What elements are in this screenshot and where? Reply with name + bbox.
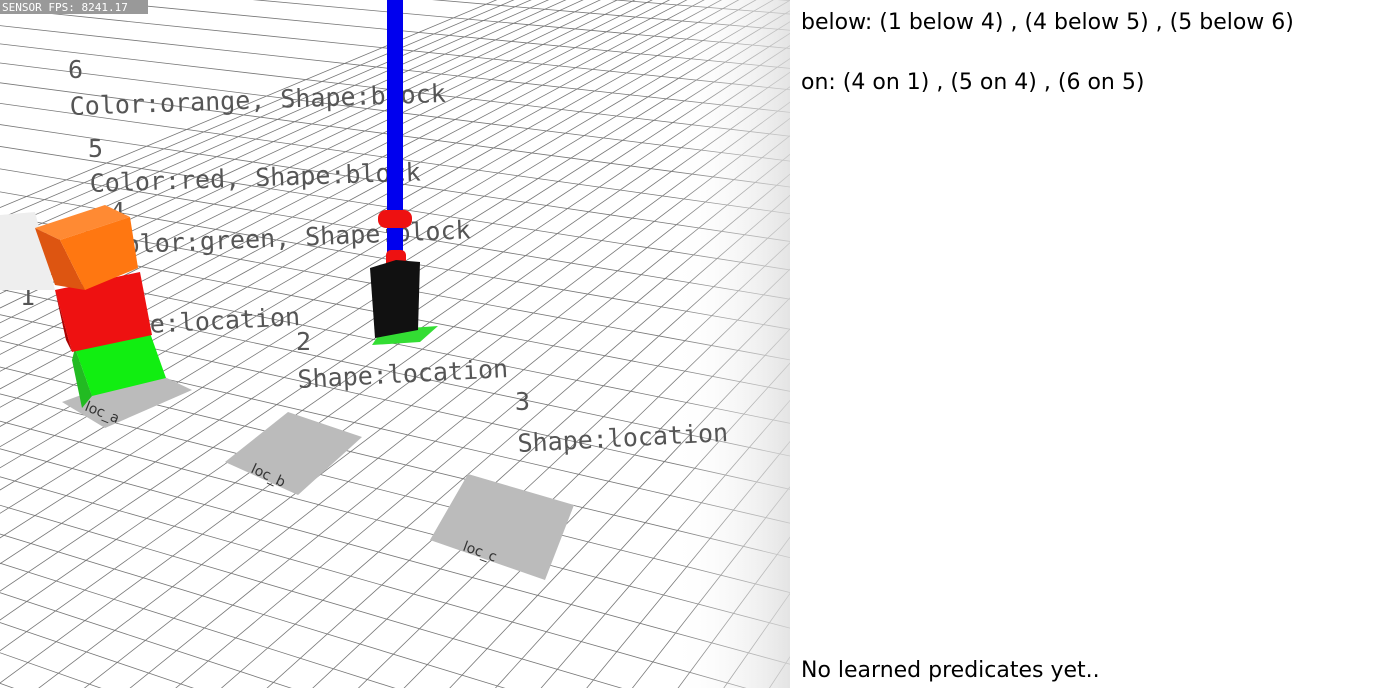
object-id: 6 xyxy=(68,55,83,84)
fps-text: SENSOR FPS: 8241.17 xyxy=(2,1,128,14)
green-block-face xyxy=(75,333,166,396)
block-stack xyxy=(0,205,166,408)
orange-block-side xyxy=(35,228,85,290)
pad xyxy=(225,412,362,495)
orange-block-face xyxy=(60,217,138,290)
robot-arm xyxy=(370,0,420,338)
fps-bg xyxy=(0,0,148,14)
object-id: 2 xyxy=(296,327,311,356)
pad xyxy=(62,370,192,428)
status-text: No learned predicates yet.. xyxy=(801,658,1100,683)
arm-joint xyxy=(378,210,412,228)
on-relations: on: (4 on 1) , (5 on 4) , (6 on 5) xyxy=(801,70,1145,95)
red-block-face xyxy=(55,272,152,352)
orange-block-top xyxy=(35,205,130,240)
sim-view: SENSOR FPS: 8241.17 loc_a loc_b loc_c 6 … xyxy=(0,0,790,688)
object-id: 5 xyxy=(88,134,103,163)
object-id: 3 xyxy=(515,387,530,416)
white-block xyxy=(0,212,55,290)
green-block-side xyxy=(72,348,92,408)
arm-shaft xyxy=(387,0,403,260)
pad xyxy=(430,474,574,580)
predicate-panel: below: (1 below 4) , (4 below 5) , (5 be… xyxy=(790,0,1382,688)
red-block-side xyxy=(55,290,72,352)
black-block xyxy=(370,260,420,338)
below-relations: below: (1 below 4) , (4 below 5) , (5 be… xyxy=(801,10,1294,35)
